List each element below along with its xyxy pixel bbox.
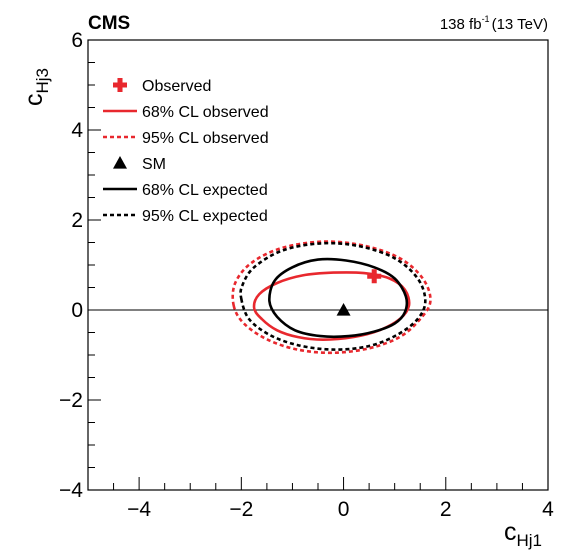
legend-sm-symbol <box>113 156 127 169</box>
legend-observed-label: Observed <box>142 78 211 95</box>
y-axis-title: cHj3 <box>20 68 52 106</box>
y-tick-label: 2 <box>71 209 83 232</box>
x-axis-title-sub: Hj1 <box>517 531 543 550</box>
contour-95-cl-expected <box>239 241 427 351</box>
plot-area <box>88 240 548 355</box>
contour-68-cl-observed <box>252 271 411 342</box>
legend-68-cl-observed-label: 68% CL observed <box>142 104 269 121</box>
y-tick-label: 6 <box>71 29 83 52</box>
experiment-label: CMS <box>88 13 130 34</box>
y-tick-label: 4 <box>71 119 83 142</box>
legend-sm-label: SM <box>142 156 166 173</box>
observed-marker <box>367 269 382 284</box>
legend-95-cl-observed-label: 95% CL observed <box>142 130 269 147</box>
lumi-exponent: -1 <box>482 14 490 24</box>
legend-68-cl-expected-label: 68% CL expected <box>142 182 268 199</box>
y-axis-title-main: c <box>20 94 48 107</box>
x-tick-label: −2 <box>229 498 253 521</box>
lumi-value: 138 fb <box>440 16 482 33</box>
legend-95-cl-expected-label: 95% CL expected <box>142 208 268 225</box>
legend: Observed 68% CL observed 95% CL observed SM… <box>103 78 269 225</box>
x-tick-label: −4 <box>127 498 151 521</box>
sm-marker <box>336 303 351 316</box>
x-tick-label: 0 <box>338 498 350 521</box>
y-tick-label: −4 <box>59 479 83 502</box>
y-axis-title-sub: Hj3 <box>33 68 52 94</box>
x-axis-title-main: c <box>504 518 517 546</box>
x-tick-label: 2 <box>440 498 452 521</box>
y-tick-label: −2 <box>59 389 83 412</box>
x-axis-title: cHj1 <box>504 518 542 550</box>
contour-95-cl-observed <box>231 240 432 355</box>
legend-observed-symbol <box>113 78 127 92</box>
energy-label: (13 TeV) <box>492 16 548 33</box>
x-tick-label: 4 <box>542 498 554 521</box>
lumi-label: 138 fb-1 (13 TeV) <box>440 14 548 33</box>
y-tick-label: 0 <box>71 299 83 322</box>
contour-68-cl-expected <box>268 257 409 339</box>
